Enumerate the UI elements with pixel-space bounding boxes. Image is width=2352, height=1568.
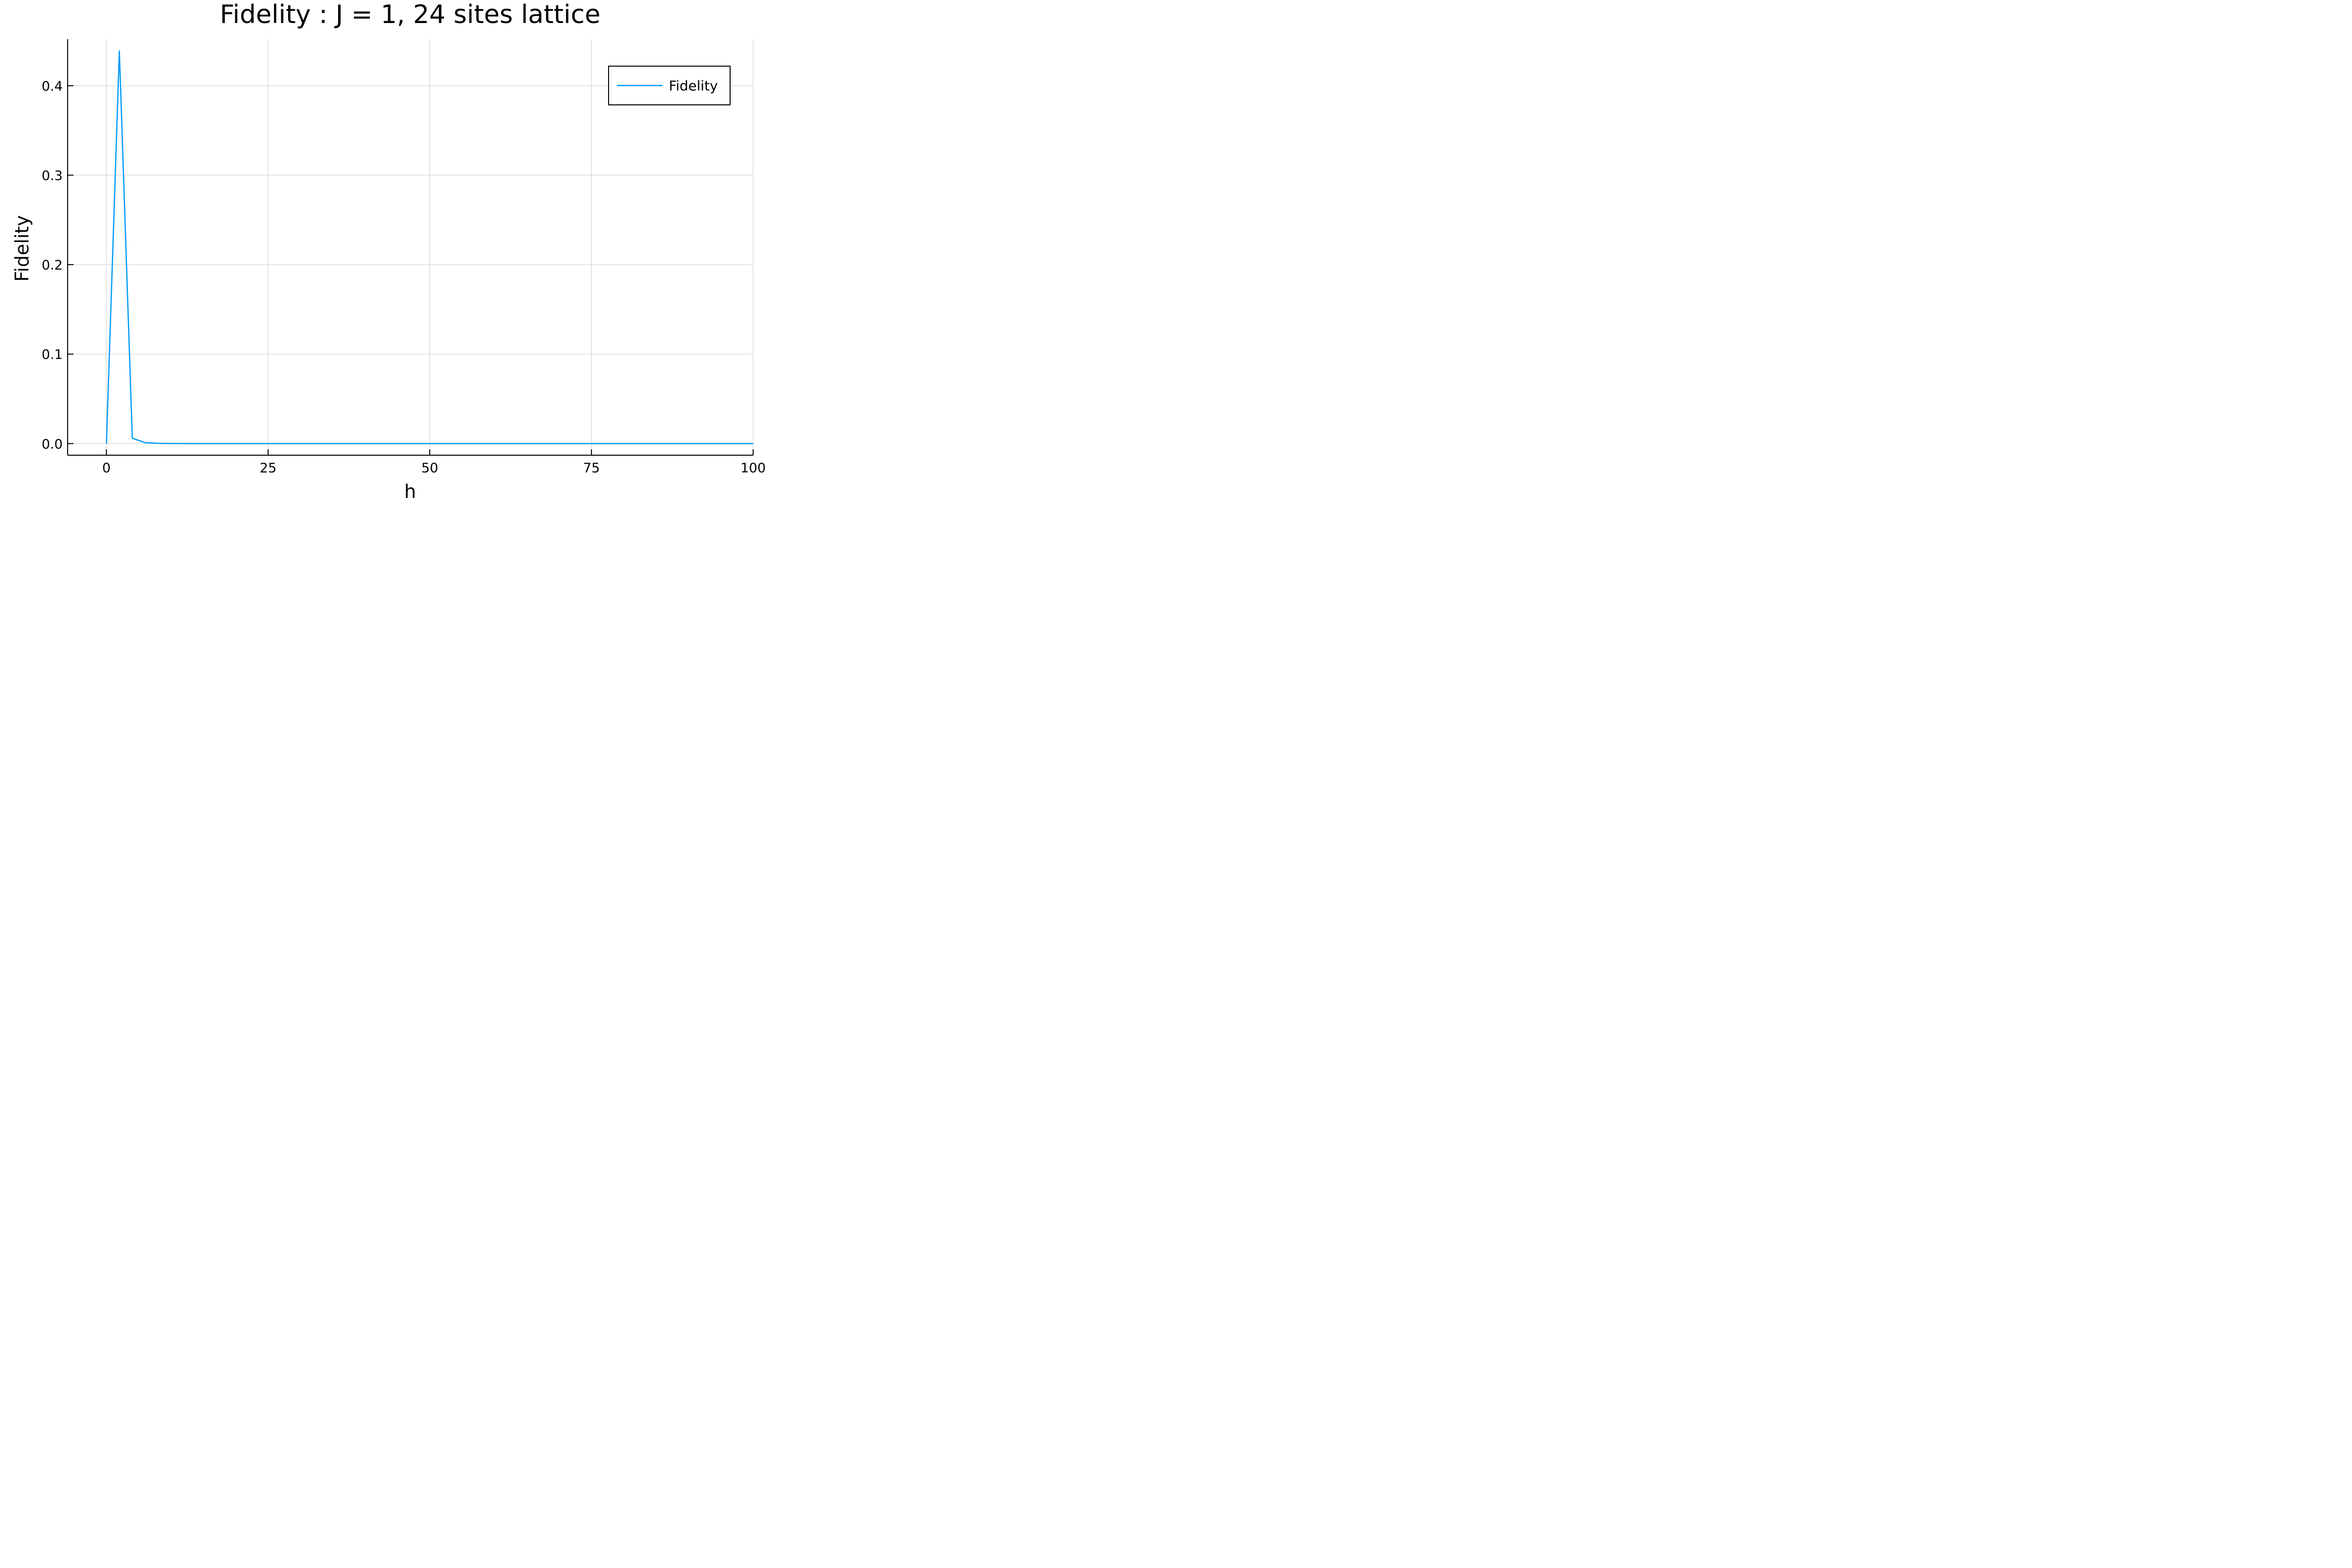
y-tick-label: 0.4 xyxy=(42,79,63,94)
ticks: 0 25 50 75 100 0.0 0.1 0.2 0.3 0.4 xyxy=(42,79,765,476)
axes xyxy=(67,39,753,456)
series-layer xyxy=(105,50,753,444)
y-tick-label: 0.2 xyxy=(42,258,63,273)
y-tick-label: 0.0 xyxy=(42,437,63,452)
x-tick-label: 50 xyxy=(421,461,438,476)
x-tick-label: 0 xyxy=(102,461,111,476)
x-tick-label: 100 xyxy=(740,461,765,476)
x-tick-label: 75 xyxy=(583,461,600,476)
y-tick-label: 0.1 xyxy=(42,347,63,363)
series-line-fidelity xyxy=(105,50,753,444)
legend-label: Fidelity xyxy=(669,78,718,94)
chart-title: Fidelity : J = 1, 24 sites lattice xyxy=(220,0,601,29)
x-axis-label: h xyxy=(404,481,416,502)
chart: Fidelity : J = 1, 24 sites lattice 0 25 50… xyxy=(11,0,765,502)
legend: Fidelity xyxy=(608,66,731,105)
y-axis-label: Fidelity xyxy=(11,215,33,282)
y-tick-label: 0.3 xyxy=(42,169,63,184)
x-tick-label: 25 xyxy=(260,461,276,476)
